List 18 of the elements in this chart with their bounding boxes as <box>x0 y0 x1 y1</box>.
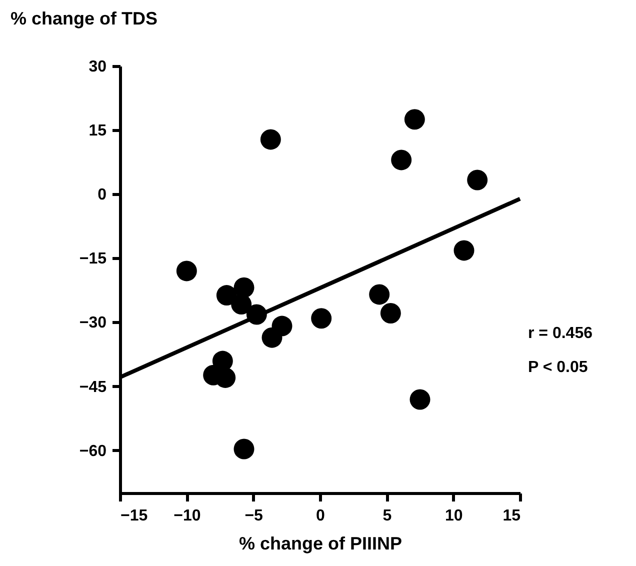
y-tick-label: −15 <box>79 250 107 268</box>
x-tick-label: −5 <box>244 508 264 524</box>
y-tick-label: 30 <box>88 58 107 76</box>
x-tick-label: −15 <box>120 508 148 524</box>
y-tick-label: 15 <box>88 122 107 140</box>
x-tick-label: 10 <box>444 508 463 524</box>
y-tick-label: 0 <box>98 186 107 204</box>
x-axis-title: % change of PIIINP <box>238 534 402 554</box>
x-tick-label: 0 <box>316 508 326 524</box>
text: r = 0.456 <box>528 325 593 342</box>
y-tick-label: −45 <box>79 378 107 396</box>
y-tick-label: −30 <box>79 314 107 332</box>
y-axis-title: % change of TDS <box>10 8 158 28</box>
text: P < 0.05 <box>528 359 588 376</box>
y-tick-label: −60 <box>79 442 107 460</box>
x-tick-label: 15 <box>502 508 521 524</box>
x-tick-label: −10 <box>174 508 201 524</box>
x-tick-label: 5 <box>382 508 392 524</box>
